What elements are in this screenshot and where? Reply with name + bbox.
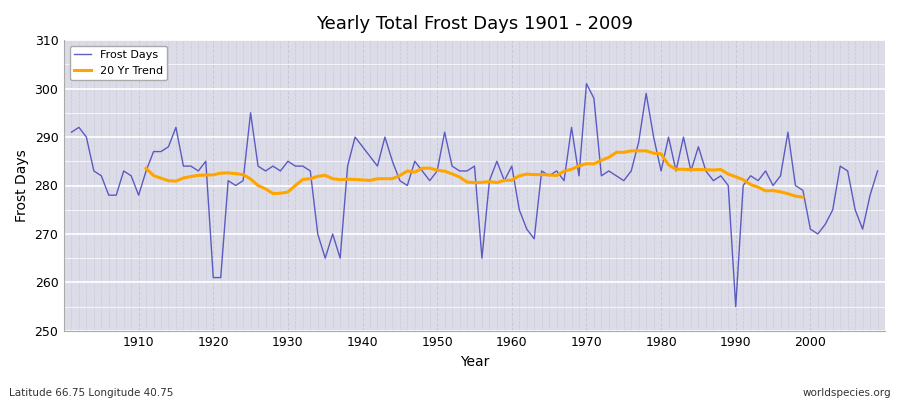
20 Yr Trend <box>477 180 488 185</box>
Text: worldspecies.org: worldspecies.org <box>803 388 891 398</box>
X-axis label: Year: Year <box>460 355 490 369</box>
Line: 20 Yr Trend: 20 Yr Trend <box>146 151 803 197</box>
20 Yr Trend <box>275 191 286 196</box>
20 Yr Trend <box>626 148 636 153</box>
20 Yr Trend <box>797 195 808 200</box>
Legend: Frost Days, 20 Yr Trend: Frost Days, 20 Yr Trend <box>69 46 167 80</box>
Text: Latitude 66.75 Longitude 40.75: Latitude 66.75 Longitude 40.75 <box>9 388 174 398</box>
Frost Days <box>603 168 614 173</box>
Frost Days <box>581 81 592 86</box>
Frost Days <box>66 130 77 134</box>
Line: Frost Days: Frost Days <box>71 84 878 307</box>
Frost Days <box>290 164 301 168</box>
Frost Days <box>872 168 883 173</box>
Frost Days <box>126 174 137 178</box>
Frost Days <box>335 256 346 260</box>
20 Yr Trend <box>208 172 219 177</box>
Frost Days <box>499 178 509 183</box>
Y-axis label: Frost Days: Frost Days <box>15 149 29 222</box>
20 Yr Trend <box>223 170 234 175</box>
20 Yr Trend <box>394 173 405 178</box>
Title: Yearly Total Frost Days 1901 - 2009: Yearly Total Frost Days 1901 - 2009 <box>316 15 633 33</box>
20 Yr Trend <box>730 174 741 179</box>
Frost Days <box>730 304 741 309</box>
Frost Days <box>507 164 517 168</box>
20 Yr Trend <box>140 166 151 171</box>
